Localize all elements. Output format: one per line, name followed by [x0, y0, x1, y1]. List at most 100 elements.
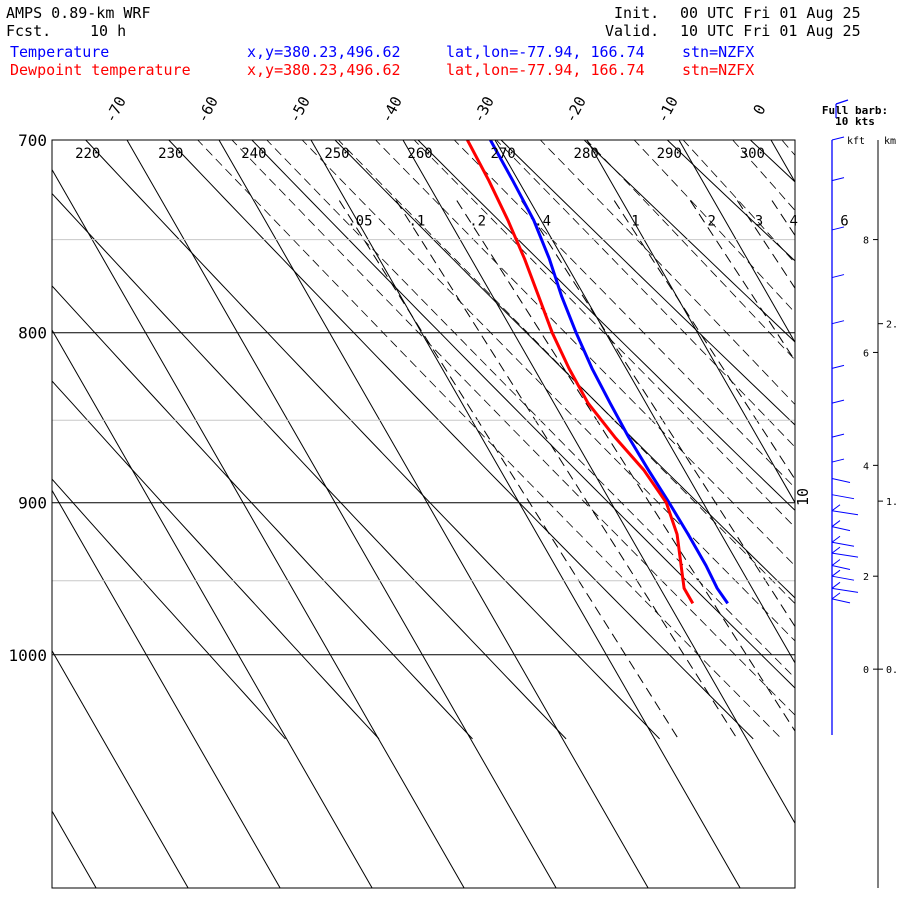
wind-barb: [831, 598, 851, 604]
fcst-label: Fcst.: [6, 22, 52, 40]
valid-value: 10 UTC Fri 01 Aug 25: [680, 22, 861, 40]
legend-temperature-latlon: lat,lon=-77.94, 166.74: [446, 43, 645, 61]
kft-tick-label: 6: [863, 348, 869, 359]
isotherm-line: [126, 140, 557, 888]
kft-tick-label: 4: [863, 461, 869, 472]
barb-legend-line2: 10 kts: [835, 115, 875, 128]
isotherm-line: [770, 140, 795, 183]
mixing-ratio-line: [338, 200, 679, 740]
dewpoint-profile: [466, 140, 695, 605]
dry-adiabat-line: [52, 285, 473, 740]
temperature-tick-label: -60: [193, 93, 222, 125]
moist-adiabat-line: [301, 140, 795, 642]
isotherm-line: [218, 140, 649, 888]
km-tick-label: 0.: [886, 665, 898, 676]
moist-adiabat-line: [732, 140, 795, 212]
dry-adiabat-line: [168, 140, 754, 740]
wind-barb: [831, 541, 855, 547]
wind-barb: [831, 477, 851, 483]
moist-adiabat-line: [266, 140, 795, 679]
dry-adiabat-line: [811, 119, 900, 739]
mixing-ratio-tick-label: 4: [789, 214, 797, 230]
legend-dewpoint-stn: stn=NZFX: [682, 61, 755, 79]
wind-barb: [831, 274, 845, 279]
mixing-ratio-line: [736, 200, 795, 290]
isotherm-line: [52, 810, 97, 888]
wind-barb: [831, 592, 841, 600]
moist-adiabat-line: [495, 140, 795, 448]
kft-tick-label: 2: [863, 572, 869, 583]
barb-legend-line1: Full barb:: [822, 104, 888, 117]
legend-temperature-stn: stn=NZFX: [682, 43, 755, 61]
wind-barb: [831, 504, 841, 512]
mixing-ratio-tick-label: 1: [631, 214, 639, 230]
mixing-ratio-tick-label: 2: [708, 214, 716, 230]
theta-tick-label: 290: [657, 146, 682, 162]
wind-barb: [831, 569, 841, 577]
mixing-ratio-line: [395, 200, 738, 740]
temperature-tick-label: -20: [561, 93, 590, 125]
init-value: 00 UTC Fri 01 Aug 25: [680, 4, 861, 22]
isotherm-line: [678, 140, 795, 344]
dry-adiabat-line: [894, 119, 900, 739]
theta-tick-label: 300: [740, 146, 765, 162]
temperature-tick-label: -50: [285, 93, 314, 125]
legend-dewpoint-latlon: lat,lon=-77.94, 166.74: [446, 61, 645, 79]
moist-adiabat-line: [197, 140, 782, 740]
wind-barb: [831, 399, 845, 404]
wind-barb: [831, 564, 851, 570]
theta-tick-label: 220: [75, 146, 100, 162]
moist-adiabat-line: [633, 140, 795, 314]
moist-adiabat-line: [453, 140, 795, 489]
mixing-ratio-line: [823, 201, 900, 739]
wind-barb: [831, 520, 841, 527]
mixing-ratio-line: [613, 200, 795, 481]
dry-adiabat-line: [749, 140, 795, 183]
isotherm-line: [52, 489, 281, 888]
plot-frame: [51, 139, 796, 889]
mixing-ratio-tick-label: 3: [755, 214, 763, 230]
dry-adiabat-line: [666, 140, 795, 262]
theta-tick-label: 250: [324, 146, 349, 162]
dry-adiabat-line: [500, 140, 795, 426]
theta-tick-label: 280: [574, 146, 599, 162]
mixing-ratio-tick-label: .2: [469, 214, 486, 230]
pressure-tick-label: 900: [18, 494, 47, 513]
legend-dewpoint-xy: x,y=380.23,496.62: [247, 61, 401, 79]
temperature-tick-label: -30: [469, 93, 498, 125]
legend-dewpoint-name: Dewpoint temperature: [10, 61, 191, 79]
moist-adiabat-line: [231, 140, 795, 716]
moist-adiabat-line: [781, 140, 795, 156]
pressure-tick-label: 800: [18, 324, 47, 343]
temperature-tick-label: -70: [101, 93, 130, 125]
pressure-tick-label: 700: [18, 131, 47, 150]
theta-tick-label: 230: [158, 146, 183, 162]
isotherm-line: [0, 140, 4, 888]
mixing-ratio-line: [771, 200, 795, 237]
valid-label: Valid.: [605, 22, 660, 40]
isotherm-line: [52, 168, 465, 888]
background-lines: [0, 98, 900, 888]
moist-adiabat-line: [413, 140, 795, 528]
wind-barb: [831, 546, 841, 554]
temperature-tick-label: 0: [750, 101, 770, 117]
wind-barb: [831, 364, 845, 369]
temperature-profile: [489, 140, 729, 605]
wind-barb: [831, 494, 855, 500]
dry-adiabat-line: [334, 140, 795, 599]
theta-tick-label: 240: [241, 146, 266, 162]
moist-adiabat-line: [795, 98, 900, 739]
isotherm-line: [52, 328, 373, 888]
temperature-tick-label: -40: [377, 93, 406, 125]
dry-adiabat-line: [52, 478, 286, 740]
fcst-value: 10 h: [90, 22, 127, 40]
mixing-ratio-tick-label: .1: [408, 214, 425, 230]
moist-adiabat-line: [682, 140, 795, 264]
isotherm-line: [494, 140, 795, 664]
legend-temperature-name: Temperature: [10, 43, 110, 61]
wind-barb: [831, 320, 845, 325]
isotherm-line: [52, 649, 189, 888]
dry-adiabat-line: [251, 140, 795, 689]
init-label: Init.: [614, 4, 660, 22]
